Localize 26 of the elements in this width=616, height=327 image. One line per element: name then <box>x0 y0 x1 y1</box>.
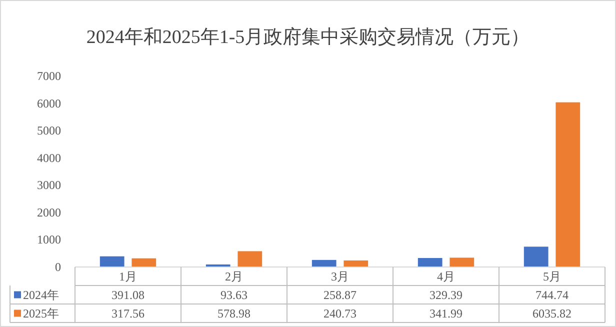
data-label: 329.39 <box>430 288 462 302</box>
legend-label: 2025年 <box>23 306 59 320</box>
data-label: 240.73 <box>324 306 356 320</box>
x-tick-label: 5月 <box>543 269 561 284</box>
x-tick-label: 2月 <box>225 269 243 284</box>
x-tick-label: 1月 <box>119 269 137 284</box>
data-label: 744.74 <box>536 288 568 302</box>
y-tick-label: 0 <box>55 260 61 274</box>
y-tick-label: 7000 <box>37 69 61 83</box>
y-tick-label: 2000 <box>37 205 61 220</box>
data-label: 391.08 <box>112 288 144 302</box>
data-label: 258.87 <box>324 288 356 302</box>
data-label: 93.63 <box>220 288 248 302</box>
legend-label: 2024年 <box>23 288 59 302</box>
y-tick-label: 6000 <box>37 96 61 110</box>
y-tick-label: 5000 <box>37 124 61 138</box>
x-tick-label: 4月 <box>437 269 455 284</box>
x-tick-label: 3月 <box>331 269 349 284</box>
data-label: 6035.82 <box>532 306 572 320</box>
data-label: 317.56 <box>112 306 144 320</box>
y-tick-label: 1000 <box>37 232 61 247</box>
y-tick-label: 4000 <box>37 150 61 165</box>
title: 2024年和2025年1-5月政府集中采购交易情况（万元） <box>86 27 530 48</box>
data-label: 578.98 <box>218 306 250 320</box>
data-label: 341.99 <box>430 306 462 320</box>
y-tick-label: 3000 <box>37 178 61 192</box>
